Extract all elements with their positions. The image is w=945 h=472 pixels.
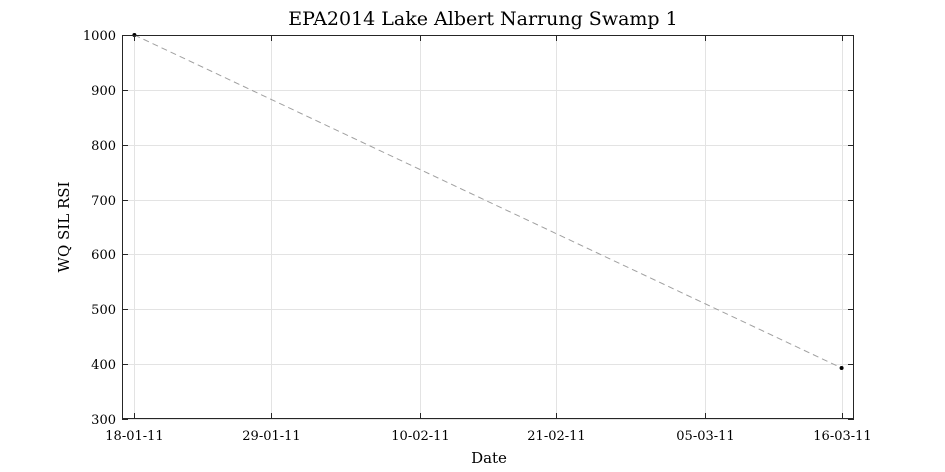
plot-area <box>122 33 854 420</box>
x-axis-label: Date <box>471 449 507 467</box>
y-axis-tick-labels: 300 400 500 600 700 800 900 1000 <box>83 29 116 428</box>
y-tick-label: 500 <box>91 303 116 318</box>
y-tick-label: 900 <box>91 84 116 99</box>
y-tick-label: 400 <box>91 358 116 373</box>
y-tick-label: 600 <box>91 248 116 263</box>
series-line <box>134 34 842 369</box>
y-tick-label: 700 <box>91 194 116 209</box>
x-tick-label: 10-02-11 <box>391 429 449 444</box>
axes-frame <box>122 35 854 419</box>
x-tick-label: 29-01-11 <box>242 429 300 444</box>
y-tick-label: 300 <box>91 413 116 428</box>
axis-ticks <box>122 35 854 420</box>
x-tick-label: 21-02-11 <box>527 429 585 444</box>
y-tick-label: 1000 <box>83 29 116 44</box>
data-point <box>839 366 844 370</box>
y-tick-label: 800 <box>91 139 116 154</box>
x-axis-tick-labels: 18-01-11 29-01-11 10-02-11 21-02-11 05-03-11… <box>105 429 871 444</box>
chart-title: EPA2014 Lake Albert Narrung Swamp 1 <box>288 8 677 30</box>
plot-background <box>122 35 854 419</box>
x-tick-label: 18-01-11 <box>105 429 163 444</box>
y-axis-label: WQ SIL RSI <box>55 181 73 272</box>
x-tick-label: 16-03-11 <box>813 429 871 444</box>
x-tick-label: 05-03-11 <box>676 429 734 444</box>
